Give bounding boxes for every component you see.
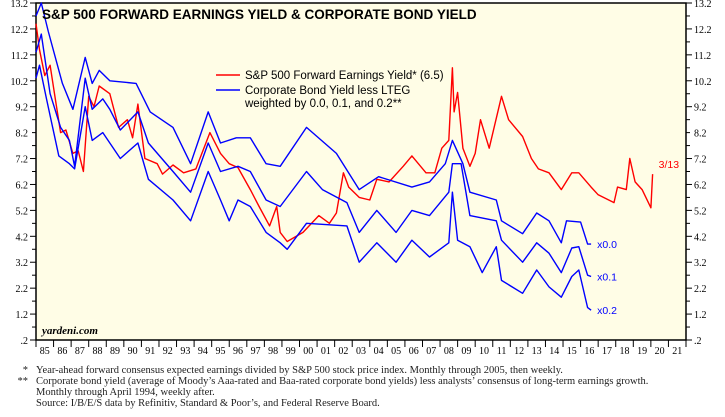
y-tick-label-right: 4.2: [694, 232, 707, 243]
footnote-text: Monthly through April 1994, weekly after…: [36, 387, 215, 398]
axes: 13.2 13.212.2 12.211.2 11.210.2 10.29.2 9.28.…: [11, 0, 712, 357]
y-tick-label-left: 4.2: [16, 232, 29, 243]
x-tick-label: 06: [409, 346, 419, 357]
y-tick-label-left: .2: [21, 336, 29, 347]
x-tick-label: 10: [479, 346, 489, 357]
y-tick-label-right: 11.2: [694, 51, 711, 62]
x-tick-label: 09: [461, 346, 471, 357]
x-tick-label: 01: [321, 346, 331, 357]
series-line-bond-yield-x02: [35, 64, 592, 311]
y-tick-label-right: 13.2: [694, 0, 712, 10]
y-tick-label-left: 6.2: [16, 180, 29, 191]
x-tick-label: 02: [338, 346, 348, 357]
footnote-text: Corporate bond yield (average of Moody’s…: [36, 376, 649, 387]
x-tick-label: 86: [57, 346, 67, 357]
footnotes: * Year-ahead forward consensus expected e…: [0, 365, 725, 409]
x-tick-label: 17: [602, 346, 612, 357]
x-tick-label: 95: [215, 346, 225, 357]
x-tick-label: 98: [268, 346, 278, 357]
y-tick-label-right: 2.2: [694, 284, 707, 295]
footnote-text: Source: I/B/E/S data by Refinitiv, Stand…: [36, 398, 380, 409]
x-tick-label: 94: [198, 346, 208, 357]
y-tick-label-left: 8.2: [16, 129, 29, 140]
x-tick-label: 13: [532, 346, 542, 357]
y-tick-label-right: .2: [694, 336, 702, 347]
y-tick-label-left: 10.2: [11, 77, 29, 88]
x-tick-label: 92: [163, 346, 173, 357]
series-line-earnings-yield: [35, 23, 654, 243]
footnote-mark: [0, 387, 36, 398]
x-tick-label: 99: [286, 346, 296, 357]
y-tick-label-right: 7.2: [694, 155, 707, 166]
y-tick-label-right: 9.2: [694, 103, 707, 114]
series-lines: 3/13 x0.0 x0.1 x0.2: [35, 2, 680, 317]
series-end-label: x0.1: [597, 271, 617, 283]
x-tick-label: 87: [75, 346, 85, 357]
plot-area: [36, 3, 686, 340]
legend: S&P 500 Forward Earnings Yield* (6.5) Co…: [216, 70, 444, 110]
x-tick-label: 03: [356, 346, 366, 357]
y-tick-label-left: 1.2: [16, 310, 29, 321]
x-tick-label: 07: [426, 346, 436, 357]
series-end-label: x0.2: [597, 305, 617, 317]
x-tick-label: 93: [180, 346, 190, 357]
x-tick-label: 14: [549, 346, 559, 357]
y-tick-label-left: 7.2: [16, 155, 29, 166]
y-tick-label-right: 3.2: [694, 258, 707, 269]
y-tick-label-left: 12.2: [11, 25, 29, 36]
y-tick-label-right: 8.2: [694, 129, 707, 140]
series-line-bond-yield-x01: [35, 33, 592, 278]
series-end-label: x0.0: [597, 239, 617, 251]
footnote-mark: [0, 398, 36, 409]
x-tick-label: 89: [110, 346, 120, 357]
footnote: ** Corporate bond yield (average of Moody…: [0, 376, 725, 387]
footnote: Source: I/B/E/S data by Refinitiv, Stand…: [0, 398, 725, 409]
x-tick-label: 96: [233, 346, 243, 357]
series-line-bond-yield-x00: [35, 2, 592, 245]
y-tick-label-right: 12.2: [694, 25, 712, 36]
y-tick-label-left: 9.2: [16, 103, 29, 114]
x-tick-label: 08: [444, 346, 454, 357]
footnote-mark: **: [17, 376, 29, 387]
footnote-mark: *: [22, 365, 28, 376]
x-tick-label: 88: [92, 346, 102, 357]
y-tick-label-right: 1.2: [694, 310, 707, 321]
y-tick-label-left: 3.2: [16, 258, 29, 269]
footnote-text: Year-ahead forward consensus expected ea…: [36, 365, 563, 376]
y-tick-label-left: 5.2: [16, 206, 29, 217]
x-tick-label: 16: [584, 346, 594, 357]
x-tick-label: 97: [251, 346, 261, 357]
y-tick-label-left: 11.2: [11, 51, 28, 62]
x-tick-label: 15: [567, 346, 577, 357]
x-tick-label: 20: [655, 346, 665, 357]
footnote: * Year-ahead forward consensus expected e…: [0, 365, 725, 376]
y-tick-label-right: 6.2: [694, 180, 707, 191]
x-tick-label: 04: [374, 346, 384, 357]
series-end-label: 3/13: [659, 159, 680, 171]
x-tick-label: 85: [40, 346, 50, 357]
y-tick-label-right: 5.2: [694, 206, 707, 217]
chart-title: S&P 500 FORWARD EARNINGS YIELD & CORPORA…: [42, 7, 477, 22]
x-tick-label: 19: [637, 346, 647, 357]
watermark-yardeni: yardeni.com: [40, 325, 98, 337]
x-tick-label: 91: [145, 346, 155, 357]
y-tick-label-right: 10.2: [694, 77, 712, 88]
x-tick-label: 21: [672, 346, 682, 357]
x-tick-label: 12: [514, 346, 524, 357]
y-tick-label-left: 2.2: [16, 284, 29, 295]
legend-label-earnings-yield: S&P 500 Forward Earnings Yield* (6.5): [245, 70, 444, 82]
x-tick-label: 05: [391, 346, 401, 357]
legend-label-bond-yield-weights: weighted by 0.0, 0.1, and 0.2**: [244, 98, 402, 110]
chart: 13.2 13.212.2 12.211.2 11.210.2 10.29.2 9.28.…: [11, 0, 712, 357]
legend-label-bond-yield: Corporate Bond Yield less LTEG: [245, 85, 410, 97]
x-tick-label: 90: [128, 346, 138, 357]
y-tick-label-left: 13.2: [11, 0, 29, 10]
x-tick-label: 00: [303, 346, 313, 357]
footnote: Monthly through April 1994, weekly after…: [0, 387, 725, 398]
x-tick-label: 11: [497, 346, 507, 357]
x-tick-label: 18: [620, 346, 630, 357]
